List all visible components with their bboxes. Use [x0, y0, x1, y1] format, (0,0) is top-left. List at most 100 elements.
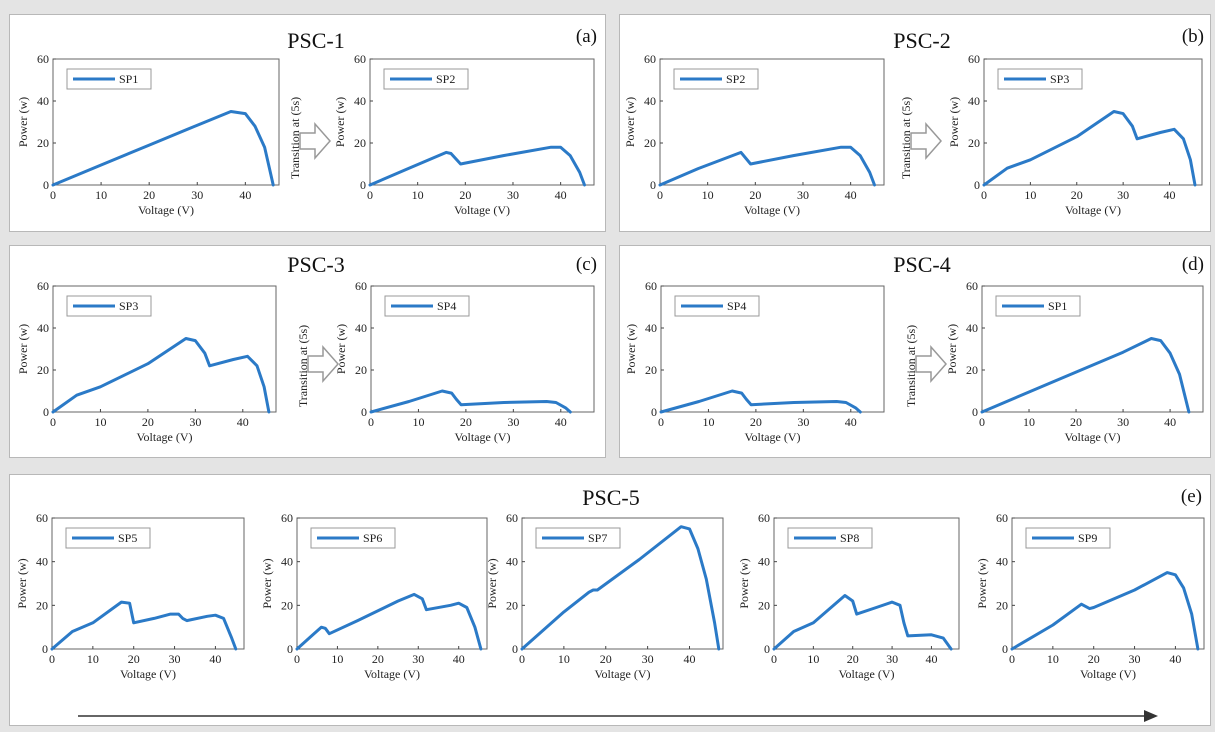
- x-tick-label: 0: [50, 188, 56, 202]
- x-tick-label: 10: [331, 652, 343, 666]
- y-axis-label: Power (w): [624, 324, 638, 374]
- hollow-arrow-icon: [915, 345, 948, 383]
- transition-label: Transition at (5s): [288, 97, 302, 179]
- y-axis-label: Power (w): [623, 97, 637, 147]
- x-tick-label: 40: [453, 652, 465, 666]
- x-tick-label: 30: [169, 652, 181, 666]
- legend-label: SP4: [727, 299, 746, 313]
- series-line: [51, 337, 271, 414]
- y-tick-label: 60: [506, 511, 518, 525]
- x-tick-label: 0: [1009, 652, 1015, 666]
- y-tick-label: 60: [37, 279, 49, 293]
- x-tick-label: 10: [807, 652, 819, 666]
- chart-psc5-sp8: 0 10 20 30 40 0 20 40 60 Voltage (V) Power (w) SP8: [737, 511, 960, 681]
- hollow-arrow-icon: [910, 122, 943, 160]
- x-tick-label: 0: [368, 415, 374, 429]
- x-tick-label: 40: [209, 652, 221, 666]
- legend-label: SP2: [436, 72, 455, 86]
- y-tick-label: 40: [37, 94, 49, 108]
- x-tick-label: 20: [459, 188, 471, 202]
- transition-arrow-c: Transition at (5s): [296, 325, 340, 407]
- x-tick-label: 40: [1169, 652, 1181, 666]
- x-tick-label: 10: [1024, 188, 1036, 202]
- x-tick-label: 30: [886, 652, 898, 666]
- x-tick-label: 0: [49, 652, 55, 666]
- x-tick-label: 10: [1023, 415, 1035, 429]
- y-tick-label: 0: [972, 405, 978, 419]
- y-axis-label: Power (w): [975, 558, 989, 608]
- transition-arrow-b: Transition at (5s): [899, 97, 943, 179]
- x-tick-label: 30: [507, 415, 519, 429]
- x-tick-label: 20: [1070, 415, 1082, 429]
- x-tick-label: 0: [771, 652, 777, 666]
- y-tick-label: 60: [36, 511, 48, 525]
- y-tick-label: 40: [996, 555, 1008, 569]
- x-tick-label: 30: [1117, 188, 1129, 202]
- transition-label: Transition at (5s): [296, 325, 310, 407]
- panel-title: PSC-5: [582, 485, 640, 510]
- x-tick-label: 10: [412, 415, 424, 429]
- series-line: [368, 145, 586, 187]
- y-tick-label: 0: [1002, 642, 1008, 656]
- y-tick-label: 0: [651, 405, 657, 419]
- series-line: [980, 337, 1191, 414]
- y-tick-label: 60: [758, 511, 770, 525]
- y-tick-label: 20: [354, 136, 366, 150]
- x-tick-label: 40: [684, 652, 696, 666]
- x-tick-label: 20: [143, 188, 155, 202]
- x-axis-label: Voltage (V): [364, 667, 420, 681]
- x-tick-label: 30: [191, 188, 203, 202]
- legend-label: SP4: [437, 299, 456, 313]
- x-tick-label: 40: [237, 415, 249, 429]
- x-tick-label: 30: [797, 415, 809, 429]
- series-line: [520, 525, 721, 651]
- x-tick-label: 20: [128, 652, 140, 666]
- x-axis-label: Voltage (V): [594, 667, 650, 681]
- x-axis-label: Voltage (V): [1065, 203, 1121, 217]
- chart-psc5-sp6: 0 10 20 30 40 0 20 40 60 Voltage (V) Power (w) SP6: [260, 511, 488, 681]
- panel-label: (b): [1181, 26, 1204, 47]
- y-axis-label: Power (w): [485, 558, 499, 608]
- x-tick-label: 20: [372, 652, 384, 666]
- panel-label: (e): [1180, 486, 1202, 507]
- y-tick-label: 20: [37, 363, 49, 377]
- legend-label: SP3: [1050, 72, 1069, 86]
- chart-psc5-sp9: 0 10 20 30 40 0 20 40 60 Voltage (V) Power (w) SP9: [975, 511, 1205, 681]
- series-line: [982, 110, 1197, 187]
- x-axis-label: Voltage (V): [136, 430, 192, 444]
- y-tick-label: 40: [355, 321, 367, 335]
- x-tick-label: 40: [555, 188, 567, 202]
- y-tick-label: 0: [287, 642, 293, 656]
- x-tick-label: 0: [658, 415, 664, 429]
- y-tick-label: 60: [968, 52, 980, 66]
- y-tick-label: 20: [968, 136, 980, 150]
- x-axis-label: Voltage (V): [744, 203, 800, 217]
- x-tick-label: 10: [87, 652, 99, 666]
- y-tick-label: 20: [966, 363, 978, 377]
- legend-label: SP3: [119, 299, 138, 313]
- series-line: [369, 389, 572, 414]
- x-tick-label: 0: [294, 652, 300, 666]
- x-tick-label: 20: [600, 652, 612, 666]
- chart-psc3-sp3: 0 10 20 30 40 0 20 40 60 Voltage (V) Power (w) SP3: [16, 279, 277, 444]
- y-axis-label: Power (w): [947, 97, 961, 147]
- y-tick-label: 0: [764, 642, 770, 656]
- x-tick-label: 10: [94, 415, 106, 429]
- y-tick-label: 0: [974, 178, 980, 192]
- legend-label: SP6: [363, 531, 382, 545]
- chart-psc4-sp1: 0 10 20 30 40 0 20 40 60 Voltage (V) Power (w) SP1: [945, 279, 1204, 444]
- chart-psc5-sp5: 0 10 20 30 40 0 20 40 60 Voltage (V) Power (w) SP5: [15, 511, 245, 681]
- y-tick-label: 0: [42, 642, 48, 656]
- x-axis-label: Voltage (V): [138, 203, 194, 217]
- x-tick-label: 20: [1071, 188, 1083, 202]
- x-tick-label: 40: [239, 188, 251, 202]
- y-tick-label: 60: [355, 279, 367, 293]
- y-tick-label: 40: [37, 321, 49, 335]
- y-tick-label: 20: [645, 363, 657, 377]
- y-tick-label: 40: [281, 555, 293, 569]
- y-tick-label: 20: [506, 598, 518, 612]
- x-tick-label: 10: [702, 188, 714, 202]
- chart-psc3-sp4: 0 10 20 30 40 0 20 40 60 Voltage (V) Power (w) SP4: [334, 279, 595, 444]
- chart-psc1-sp2: 0 10 20 30 40 0 20 40 60 Voltage (V) Power (w) SP2: [333, 52, 595, 217]
- y-tick-label: 60: [644, 52, 656, 66]
